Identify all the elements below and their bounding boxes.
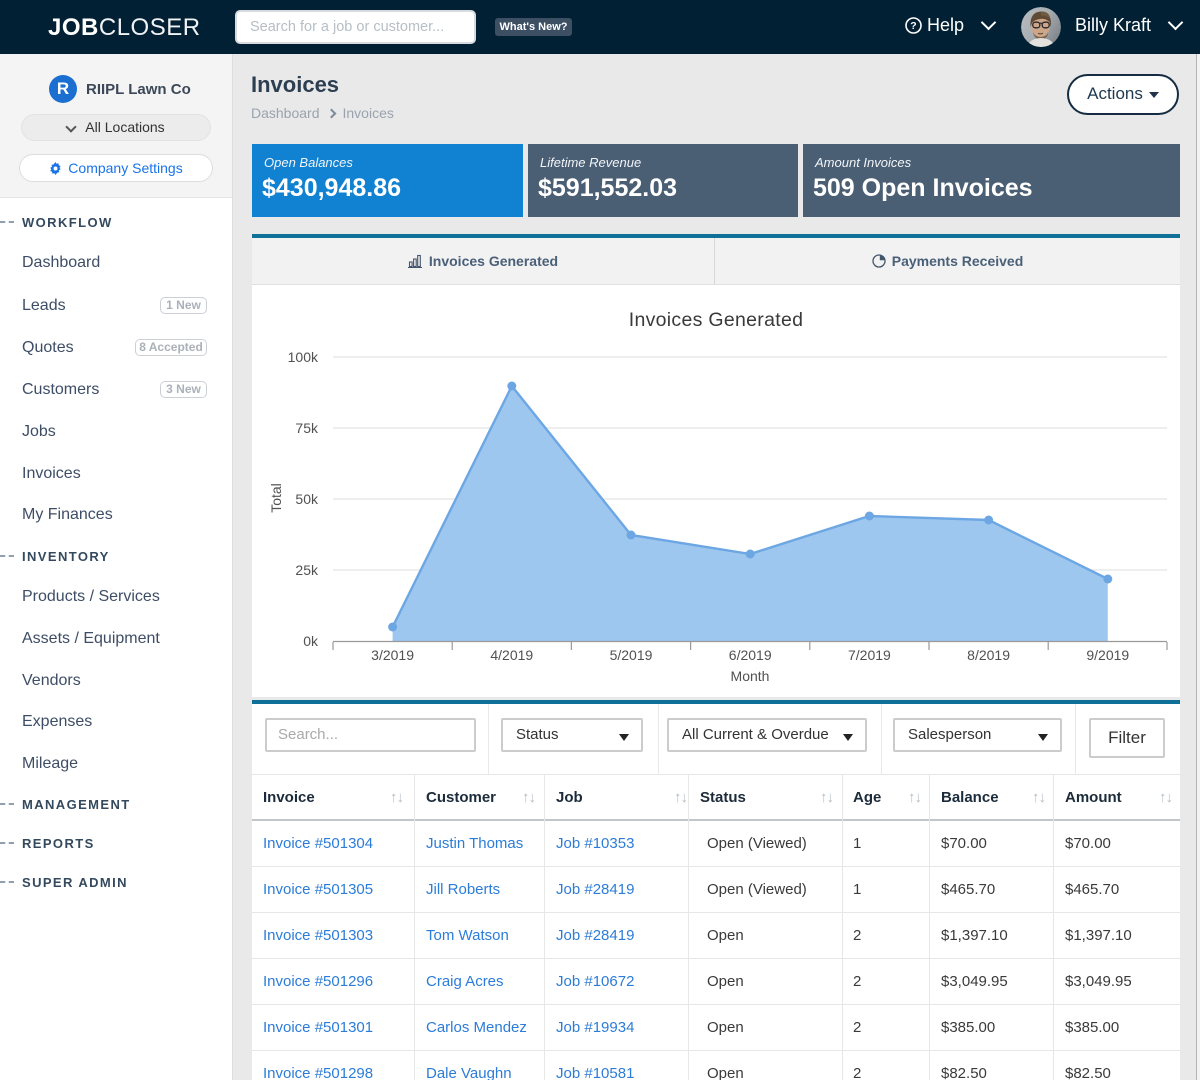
svg-text:?: ? [910,20,916,32]
svg-text:6/2019: 6/2019 [729,647,772,663]
svg-text:Month: Month [731,668,770,684]
svg-text:4/2019: 4/2019 [490,647,533,663]
svg-text:25k: 25k [295,562,319,578]
svg-text:5/2019: 5/2019 [610,647,653,663]
svg-text:3/2019: 3/2019 [371,647,414,663]
svg-text:50k: 50k [295,491,319,507]
svg-text:7/2019: 7/2019 [848,647,891,663]
svg-text:8/2019: 8/2019 [967,647,1010,663]
svg-text:0k: 0k [303,633,319,649]
svg-text:9/2019: 9/2019 [1086,647,1129,663]
svg-text:75k: 75k [295,420,319,436]
svg-text:Invoices Generated: Invoices Generated [629,309,804,331]
svg-text:Total: Total [268,483,284,513]
svg-text:100k: 100k [288,349,319,365]
